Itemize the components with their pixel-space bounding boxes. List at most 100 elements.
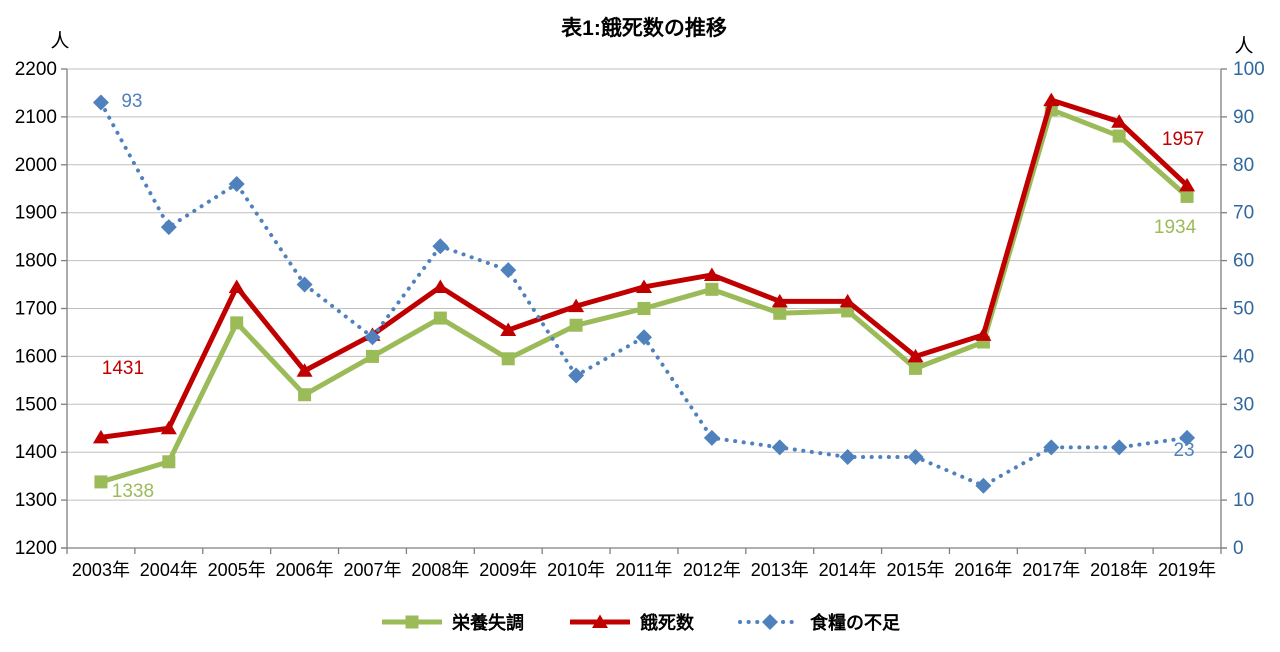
left-axis-tick-label: 1900: [15, 203, 57, 224]
data-label-1431: 1431: [101, 358, 145, 380]
series-line: [98, 100, 1190, 488]
left-axis-tick-label: 1500: [15, 394, 57, 415]
chart-title: 表1:餓死数の推移: [561, 17, 727, 40]
chart-legend: 栄養失調 餓死数 食糧の不足: [0, 609, 1280, 635]
series-line: [100, 107, 1189, 485]
square-marker-icon: [841, 304, 855, 318]
square-marker-icon: [501, 352, 515, 366]
triangle-marker-icon: [568, 298, 585, 313]
square-marker-icon: [94, 475, 108, 489]
triangle-marker-icon: [228, 279, 245, 293]
diamond-marker-icon: [364, 329, 381, 346]
diamond-marker-icon: [568, 367, 585, 384]
left-axis-tick-label: 1400: [15, 442, 57, 463]
diamond-marker-icon: [432, 238, 449, 255]
x-axis-tick-label: 2003年: [72, 560, 130, 580]
triangle-marker-icon: [296, 363, 313, 377]
triangle-marker-icon: [703, 267, 720, 281]
triangle-marker-icon: [1043, 92, 1060, 107]
right-axis-tick-label: 50: [1233, 299, 1254, 320]
square-marker-icon: [365, 349, 379, 363]
legend-swatch-blue-diamond-icon: [738, 614, 802, 630]
legend-label: 餓死数: [640, 613, 694, 633]
diamond-marker-icon: [636, 329, 652, 346]
x-axis-tick-label: 2018年: [1090, 560, 1148, 580]
triangle-marker-icon: [839, 293, 856, 308]
legend-swatch-green-square-icon: [382, 615, 442, 629]
left-axis-tick-label: 1600: [15, 346, 57, 367]
right-axis-tick-label: 90: [1233, 107, 1254, 128]
x-axis-tick-label: 2005年: [208, 560, 266, 580]
triangle-marker-icon: [92, 429, 109, 444]
x-axis-tick-label: 2013年: [751, 560, 809, 580]
right-axis-tick-label: 30: [1233, 394, 1254, 415]
triangle-marker-icon: [771, 293, 788, 308]
right-axis-tick-label: 70: [1233, 203, 1254, 224]
right-axis-tick-label: 60: [1233, 251, 1254, 272]
diamond-marker-icon: [907, 448, 924, 465]
x-axis-tick-label: 2015年: [887, 560, 945, 580]
x-axis-tick-label: 2006年: [276, 560, 334, 580]
x-axis-tick-label: 2008年: [411, 560, 469, 580]
data-label-23: 23: [1173, 439, 1195, 461]
triangle-marker-icon: [907, 348, 924, 363]
data-label-93: 93: [121, 90, 143, 112]
x-axis-tick-label: 2016年: [954, 560, 1012, 580]
x-axis-tick-label: 2010年: [547, 560, 605, 580]
diamond-marker-icon: [1043, 439, 1060, 456]
right-axis-tick-label: 100: [1233, 59, 1265, 80]
square-marker-icon: [433, 311, 447, 325]
right-axis-tick-label: 80: [1233, 155, 1254, 176]
left-axis-tick-label: 1800: [15, 251, 57, 272]
x-axis-tick-label: 2004年: [140, 560, 198, 580]
triangle-marker-icon: [432, 279, 449, 293]
left-axis-unit-label: 人: [50, 31, 70, 52]
x-axis-tick-label: 2019年: [1158, 560, 1216, 580]
series-餓死数: [92, 92, 1196, 444]
right-axis-tick-label: 0: [1233, 538, 1244, 559]
left-axis-tick-label: 2100: [15, 107, 57, 128]
triangle-marker-icon: [636, 279, 652, 293]
diamond-marker-icon: [975, 477, 992, 494]
square-marker-icon: [705, 282, 719, 296]
diamond-marker-icon: [228, 175, 245, 192]
square-marker-icon: [909, 361, 923, 375]
right-axis-unit-label: 人: [1234, 36, 1254, 57]
right-axis-tick-label: 20: [1233, 442, 1254, 463]
x-axis-tick-label: 2012年: [683, 560, 741, 580]
triangle-marker-icon: [1179, 177, 1196, 192]
right-axis-tick-label: 10: [1233, 490, 1254, 511]
diamond-marker-icon: [92, 94, 109, 111]
square-marker-icon: [1112, 129, 1126, 143]
left-axis-tick-label: 1700: [15, 299, 57, 320]
square-marker-icon: [1180, 189, 1194, 203]
right-axis-tick-label: 40: [1233, 346, 1254, 367]
square-marker-icon: [162, 455, 176, 469]
legend-label: 栄養失調: [452, 613, 524, 633]
diamond-marker-icon: [160, 219, 177, 236]
square-marker-icon: [637, 302, 651, 315]
diamond-marker-icon: [771, 439, 788, 456]
triangle-marker-icon: [975, 327, 992, 341]
left-axis-tick-label: 2200: [15, 59, 57, 80]
legend-item-food-shortage: 食糧の不足: [738, 609, 900, 635]
diamond-marker-icon: [839, 448, 856, 465]
x-axis-tick-label: 2007年: [343, 560, 401, 580]
legend-item-starvation-deaths: 餓死数: [568, 609, 694, 635]
x-axis-tick-label: 2011年: [616, 560, 673, 580]
series-栄養失調: [94, 103, 1194, 489]
square-marker-icon: [298, 388, 312, 402]
diamond-marker-icon: [296, 276, 313, 293]
square-marker-icon: [569, 318, 583, 332]
triangle-marker-icon: [1111, 114, 1128, 128]
x-axis-tick-label: 2009年: [479, 560, 537, 580]
square-marker-icon: [230, 316, 244, 330]
left-axis-tick-label: 1200: [15, 538, 57, 559]
diamond-marker-icon: [703, 429, 720, 446]
series-食糧の不足: [92, 94, 1196, 494]
legend-item-malnutrition: 栄養失調: [380, 609, 524, 635]
diamond-marker-icon: [500, 262, 517, 279]
x-axis-tick-label: 2017年: [1022, 560, 1080, 580]
legend-label: 食糧の不足: [810, 613, 900, 633]
